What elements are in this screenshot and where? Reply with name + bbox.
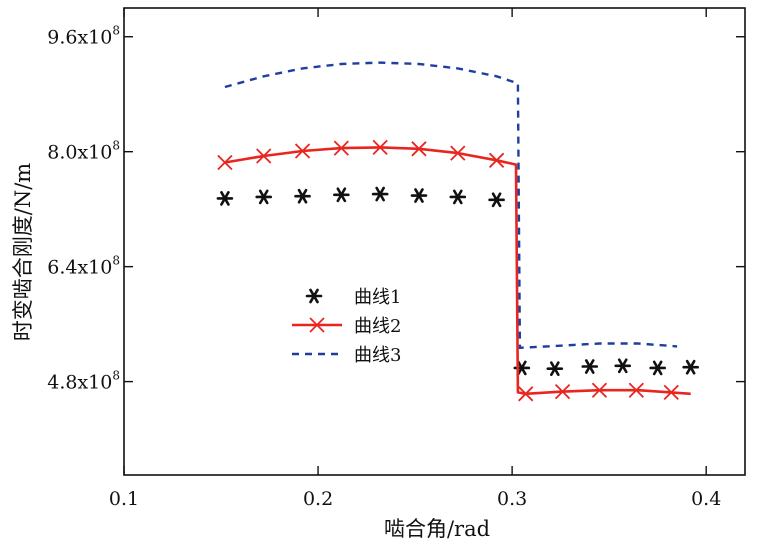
legend-item: 曲线1 <box>305 287 401 308</box>
x-tick-label: 0.1 <box>109 488 139 510</box>
legend-item: 曲线2 <box>292 316 401 337</box>
series-1-point <box>488 192 505 208</box>
series-1-point <box>294 188 311 204</box>
y-tick-label: 4.8x108 <box>47 369 120 394</box>
x-axis-title: 啮合角/rad <box>384 517 490 541</box>
series-1-point <box>410 188 428 203</box>
series-2-point <box>294 143 311 159</box>
series-2-point <box>591 382 608 398</box>
y-tick-label-base: 9.6x10 <box>47 27 112 49</box>
series-2-point <box>554 383 571 400</box>
series-1-point <box>546 361 564 377</box>
series-layer <box>216 61 699 402</box>
y-tick-label-base: 4.8x10 <box>47 372 112 394</box>
series-1-point <box>682 359 699 375</box>
series-2-point <box>333 140 349 156</box>
x-tick-label: 0.4 <box>691 488 721 510</box>
legend-label: 曲线3 <box>354 345 401 366</box>
series-2-point <box>450 145 466 161</box>
series-1-point <box>649 360 666 376</box>
legend-item: 曲线3 <box>292 345 401 366</box>
series-1-point <box>371 186 389 202</box>
series-2-point <box>518 386 534 402</box>
series-2 <box>217 139 691 402</box>
series-2-point <box>411 141 427 157</box>
y-axis-title: 时变啮合刚度/N/m <box>11 163 35 342</box>
series-1 <box>216 186 699 377</box>
y-tick-label: 8.0x108 <box>47 139 120 164</box>
series-2-point <box>628 382 644 398</box>
series-1-point <box>581 359 599 374</box>
y-tick-label-exponent: 8 <box>112 24 120 38</box>
y-tick-label-base: 8.0x10 <box>47 142 112 164</box>
y-tick-label-exponent: 8 <box>112 369 120 383</box>
legend-label: 曲线2 <box>354 316 401 337</box>
x-tick-label: 0.3 <box>497 488 527 510</box>
legend: 曲线1 曲线2 曲线3 <box>292 287 401 366</box>
y-tick-label-exponent: 8 <box>112 254 120 268</box>
series-2-line <box>224 146 691 396</box>
series-1-point <box>614 358 632 374</box>
series-1-point <box>333 187 350 203</box>
series-3-line <box>224 61 678 350</box>
y-tick-label-base: 6.4x10 <box>47 257 112 279</box>
series-2-point <box>663 384 679 401</box>
series-1-point <box>216 191 234 206</box>
series-3 <box>224 61 678 350</box>
series-2-point <box>256 148 272 164</box>
series-2-point <box>217 154 233 171</box>
legend-label: 曲线1 <box>354 287 401 308</box>
series-2-point <box>372 139 388 156</box>
plot-frame <box>123 7 746 476</box>
x-tick-label: 0.2 <box>303 488 333 510</box>
series-1-point <box>255 189 273 205</box>
y-tick-label: 6.4x108 <box>47 254 120 279</box>
series-2-point <box>488 152 505 168</box>
y-tick-label: 9.6x108 <box>47 24 120 49</box>
series-1-point <box>449 189 467 205</box>
y-tick-label-exponent: 8 <box>112 139 120 153</box>
